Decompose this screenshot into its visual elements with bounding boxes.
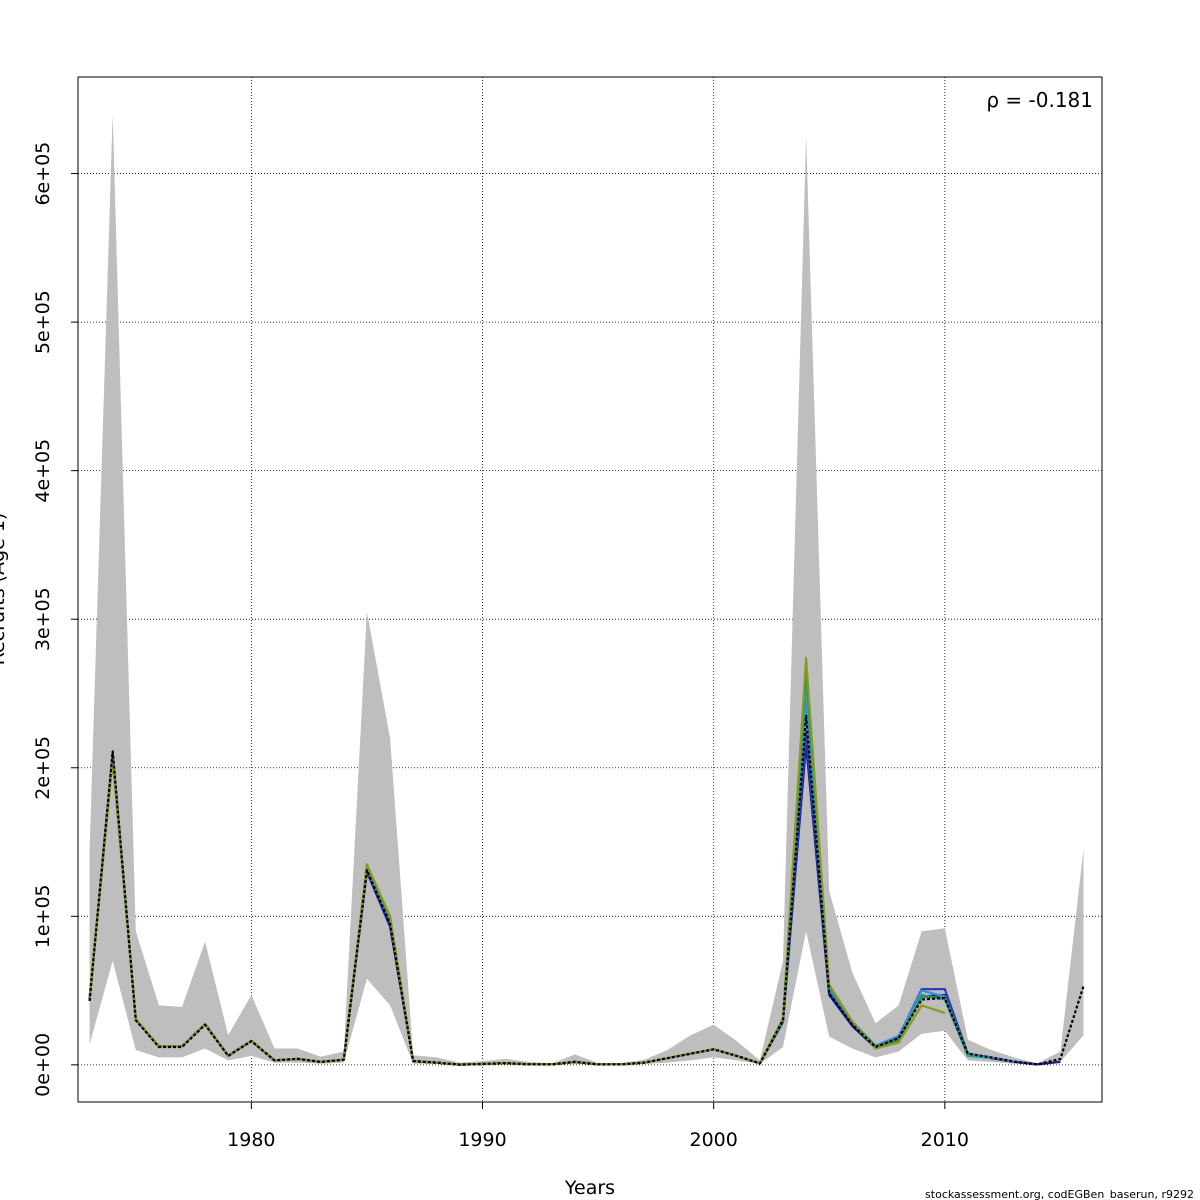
x-tick-label-2: 2000	[689, 1129, 737, 1151]
series-line-peel-3	[88, 699, 1015, 1066]
series-line-base	[88, 714, 1085, 1066]
y-tick-label-5: 5e+05	[32, 290, 54, 354]
x-tick-label-3: 2010	[921, 1129, 969, 1151]
footer-note: stockassessment.org, codEGBen_baserun, r…	[925, 1188, 1194, 1200]
y-axis-title: Recruits (Age 1)	[0, 513, 9, 666]
series-layer	[88, 656, 1085, 1066]
x-axis-title: Years	[564, 1177, 615, 1199]
y-tick-label-6: 6e+05	[32, 142, 54, 206]
y-tick-label-2: 2e+05	[32, 736, 54, 800]
series-line-peel-6	[88, 656, 946, 1066]
confidence-band	[89, 114, 1084, 1065]
y-tick-label-3: 3e+05	[32, 587, 54, 651]
y-tick-label-0: 0e+00	[32, 1033, 54, 1097]
confidence-band-layer	[89, 114, 1084, 1065]
y-tick-label-1: 1e+05	[32, 884, 54, 948]
x-tick-label-0: 1980	[227, 1129, 275, 1151]
axes: 1980 1990 2000 2010 0e+00 1e+05 2e+05 3e+05 4e+0…	[32, 142, 969, 1151]
y-tick-label-4: 4e+05	[32, 439, 54, 503]
x-tick-label-1: 1990	[458, 1129, 506, 1151]
plot-frame	[77, 76, 1103, 1103]
rho-annotation: ρ = -0.181	[986, 88, 1093, 112]
